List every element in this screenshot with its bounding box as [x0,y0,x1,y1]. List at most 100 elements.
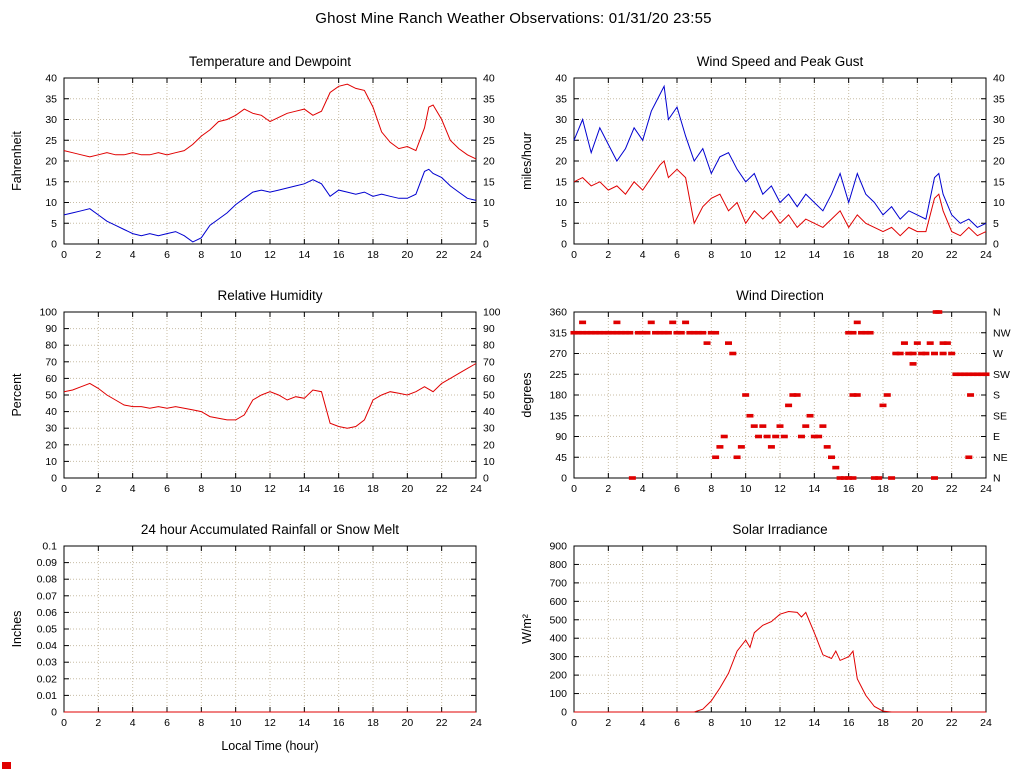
svg-text:20: 20 [555,156,567,168]
svg-text:22: 22 [436,717,448,729]
svg-text:18: 18 [367,717,379,729]
svg-text:24: 24 [470,249,482,261]
svg-text:12: 12 [774,483,786,495]
svg-text:22: 22 [436,483,448,495]
svg-text:4: 4 [640,249,646,261]
svg-text:25: 25 [483,135,495,147]
svg-text:60: 60 [45,373,57,385]
svg-text:0.03: 0.03 [37,657,58,669]
svg-text:14: 14 [808,483,820,495]
svg-text:10: 10 [45,456,57,468]
svg-text:6: 6 [164,717,170,729]
svg-text:24: 24 [980,717,992,729]
svg-text:2: 2 [605,249,611,261]
svg-text:10: 10 [740,483,752,495]
svg-text:20: 20 [45,439,57,451]
svg-text:25: 25 [45,135,57,147]
svg-text:10: 10 [993,197,1005,209]
chart-panel-wind-direction: 0 2 4 6 8 10 12 14 16 18 20 22 24 0 N 45 NE 90 E 135 SE 180 S 2… [518,286,1020,500]
chart-panel-wind-speed-gust: 0 2 4 6 8 10 12 14 16 18 20 22 24 0 0 5 5 10 10 15 15 20 20 25 2… [518,52,1020,266]
svg-text:30: 30 [993,114,1005,126]
svg-text:70: 70 [45,356,57,368]
svg-text:10: 10 [740,717,752,729]
svg-text:30: 30 [483,114,495,126]
svg-text:0: 0 [483,239,489,251]
svg-text:14: 14 [808,249,820,261]
svg-text:Percent: Percent [10,373,24,417]
svg-text:5: 5 [51,218,57,230]
svg-text:12: 12 [774,717,786,729]
svg-text:18: 18 [877,483,889,495]
svg-text:15: 15 [993,176,1005,188]
svg-text:12: 12 [264,717,276,729]
svg-text:225: 225 [549,369,567,381]
svg-text:10: 10 [230,483,242,495]
svg-text:16: 16 [843,717,855,729]
svg-text:10: 10 [45,197,57,209]
svg-text:0.04: 0.04 [37,640,58,652]
svg-text:25: 25 [555,135,567,147]
svg-text:16: 16 [333,249,345,261]
svg-text:60: 60 [483,373,495,385]
svg-text:5: 5 [993,218,999,230]
svg-text:6: 6 [674,717,680,729]
svg-text:30: 30 [45,423,57,435]
svg-text:24: 24 [980,249,992,261]
svg-text:100: 100 [39,307,57,319]
svg-text:5: 5 [483,218,489,230]
chart-panel-rainfall: 0 2 4 6 8 10 12 14 16 18 20 22 24 0 0.01 0.02 0.03 0.04 0.… [8,520,510,756]
svg-text:45: 45 [555,452,567,464]
svg-text:40: 40 [45,406,57,418]
svg-text:20: 20 [911,483,923,495]
svg-text:Relative Humidity: Relative Humidity [217,288,322,303]
svg-text:900: 900 [549,541,567,553]
svg-text:8: 8 [198,249,204,261]
svg-text:6: 6 [674,483,680,495]
svg-text:16: 16 [333,483,345,495]
svg-text:Wind Direction: Wind Direction [736,288,824,303]
svg-text:18: 18 [367,483,379,495]
svg-text:25: 25 [993,135,1005,147]
svg-text:135: 135 [549,410,567,422]
svg-text:Wind Speed and Peak Gust: Wind Speed and Peak Gust [697,54,864,69]
svg-text:24: 24 [980,483,992,495]
svg-text:16: 16 [333,717,345,729]
svg-text:Solar Irradiance: Solar Irradiance [732,522,827,537]
svg-text:70: 70 [483,356,495,368]
svg-text:50: 50 [45,390,57,402]
svg-text:0.05: 0.05 [37,624,58,636]
svg-text:90: 90 [45,323,57,335]
svg-text:4: 4 [130,483,136,495]
svg-text:NE: NE [993,452,1008,464]
svg-text:0: 0 [61,249,67,261]
svg-text:600: 600 [549,596,567,608]
svg-text:18: 18 [877,717,889,729]
svg-text:0: 0 [561,707,567,719]
svg-text:15: 15 [483,176,495,188]
svg-text:0: 0 [51,707,57,719]
svg-text:30: 30 [45,114,57,126]
svg-text:12: 12 [774,249,786,261]
svg-text:8: 8 [198,483,204,495]
svg-text:S: S [993,390,1000,402]
svg-text:6: 6 [164,249,170,261]
svg-text:10: 10 [230,249,242,261]
svg-text:16: 16 [843,483,855,495]
svg-text:24 hour Accumulated Rainfall o: 24 hour Accumulated Rainfall or Snow Mel… [141,522,399,537]
svg-text:0: 0 [51,473,57,485]
svg-text:0.06: 0.06 [37,607,58,619]
svg-text:100: 100 [549,688,567,700]
svg-text:14: 14 [298,717,310,729]
svg-text:20: 20 [911,249,923,261]
svg-text:0: 0 [61,717,67,729]
svg-text:20: 20 [993,156,1005,168]
svg-text:270: 270 [549,348,567,360]
svg-text:40: 40 [555,73,567,85]
svg-text:Local Time (hour): Local Time (hour) [221,739,318,753]
svg-text:10: 10 [555,197,567,209]
solar-irradiance-chart: 0 2 4 6 8 10 12 14 16 18 20 22 240100200300400500600… [520,522,992,729]
svg-text:0: 0 [561,473,567,485]
